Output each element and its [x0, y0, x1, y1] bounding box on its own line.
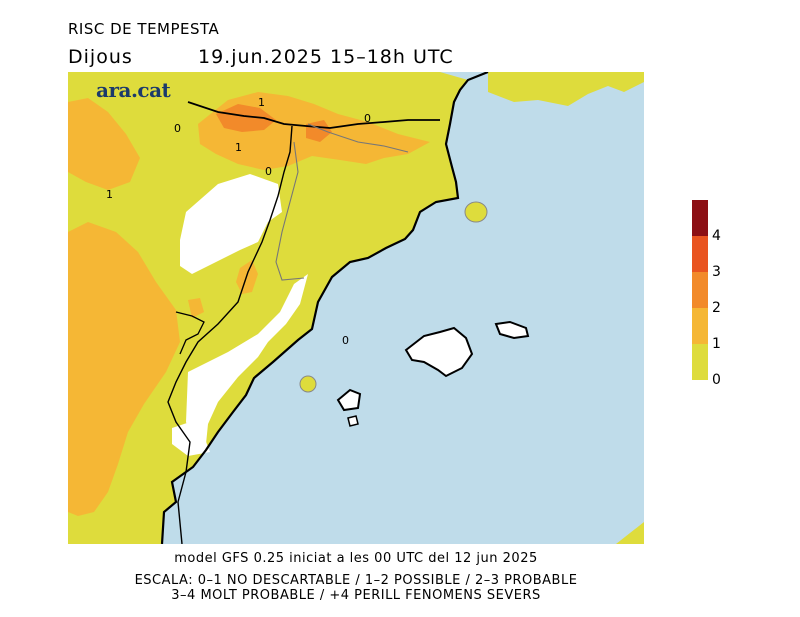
risk-2-3-north — [216, 104, 276, 132]
risk-1-2-southwest — [68, 222, 180, 516]
island-small-yellow — [299, 375, 317, 393]
forecast-day: Dijous — [68, 46, 133, 68]
contour-label: 0 — [265, 165, 272, 178]
legend-label: 3 — [712, 264, 721, 280]
risk-1-2-small-b — [188, 298, 204, 318]
island-small-yellow-2 — [464, 201, 488, 223]
country-border — [187, 101, 440, 129]
region-border — [167, 125, 293, 544]
contour-label: 0 — [364, 112, 371, 125]
forecast-time: Dijous 19.jun.2025 15–18h UTC — [68, 46, 453, 68]
contour-label: 1 — [106, 188, 113, 201]
legend-label: 1 — [712, 336, 721, 352]
storm-risk-map: 1 0 0 1 1 0 0 — [68, 72, 644, 544]
forecast-datetime: 19.jun.2025 15–18h UTC — [198, 46, 454, 68]
scale-description-1: ESCALA: 0–1 NO DESCARTABLE / 1–2 POSSIBL… — [134, 573, 578, 588]
legend-label: 0 — [712, 372, 721, 388]
no-risk-zone-coast — [186, 274, 308, 444]
legend-swatch-2-3 — [692, 272, 708, 308]
legend-swatch-1-2 — [692, 308, 708, 344]
legend-swatch-3-4 — [692, 236, 708, 272]
risk-1-2-west — [68, 98, 140, 190]
legend-swatch-4plus — [692, 200, 708, 236]
island-menorca — [494, 320, 530, 340]
contour-label: 0 — [342, 334, 349, 347]
region-border-inner-2 — [307, 123, 409, 153]
contour-label: 0 — [174, 122, 181, 135]
model-info: model GFS 0.25 iniciat a les 00 UTC del … — [174, 551, 538, 566]
island-mallorca — [404, 326, 474, 378]
no-risk-zone-interior — [180, 174, 282, 274]
coastline — [160, 72, 489, 544]
region-border-south — [175, 311, 205, 355]
land-north-east — [488, 72, 644, 106]
scale-description-2: 3–4 MOLT PROBABLE / +4 PERILL FENOMENS S… — [171, 588, 541, 603]
region-border-inner — [275, 141, 305, 281]
island-ibiza — [336, 388, 362, 412]
ara-cat-logo: ara.cat — [96, 78, 171, 102]
island-formentera — [347, 415, 359, 427]
legend-label: 4 — [712, 228, 721, 244]
map-title: RISC DE TEMPESTA — [68, 20, 220, 38]
sea-area — [162, 72, 644, 544]
land-south-east — [616, 522, 644, 544]
contour-label: 1 — [258, 96, 265, 109]
legend-swatch-0-1 — [692, 344, 708, 380]
legend-label: 2 — [712, 300, 721, 316]
contour-label: 1 — [235, 141, 242, 154]
